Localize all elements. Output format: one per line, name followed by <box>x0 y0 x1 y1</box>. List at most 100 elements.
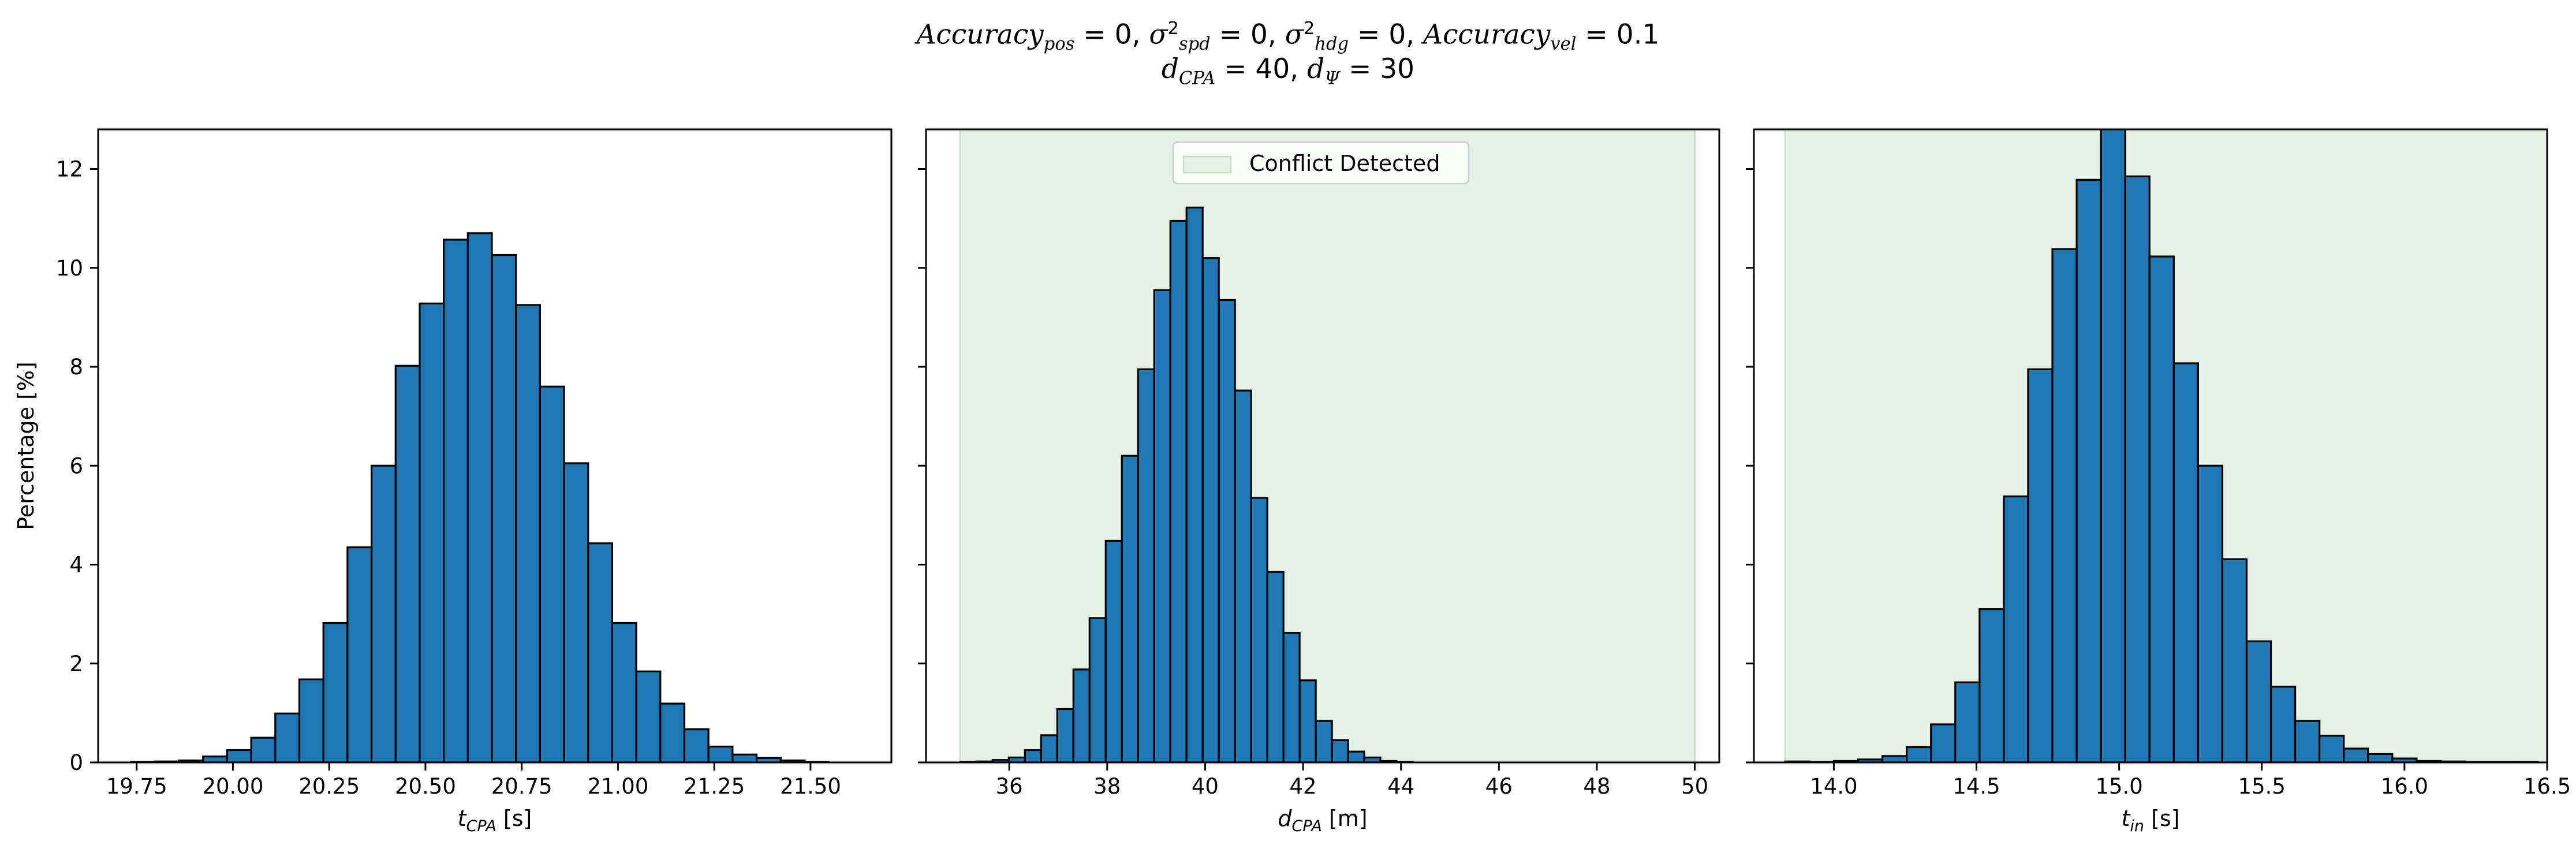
histogram-bar <box>1201 257 1220 762</box>
histogram-bar <box>2294 720 2321 762</box>
histogram-bar <box>1234 389 1252 762</box>
x-tick-label: 19.75 <box>106 774 167 799</box>
histogram-bar <box>1250 497 1268 762</box>
figure-title-line-2: dCPA = 40, dΨ = 30 <box>1161 53 1415 89</box>
x-axis-label: dCPA [m] <box>1278 806 1367 835</box>
legend: Conflict Detected <box>1172 141 1470 185</box>
histogram-bar <box>394 364 421 762</box>
panel-2: 36 38 40 42 44 46 48 50 dCPA [m] Conflict Detecte… <box>918 128 1720 835</box>
histogram-bar <box>1056 708 1074 762</box>
histogram-bar <box>1298 679 1317 762</box>
histogram-bar <box>1331 739 1349 762</box>
histogram-bar <box>298 678 324 762</box>
x-tick-label: 21.25 <box>684 774 745 799</box>
y-tick-label: 6 <box>69 453 83 478</box>
histogram-bar <box>2319 735 2345 762</box>
histogram-bar <box>202 755 229 762</box>
histogram-bar <box>1282 632 1301 762</box>
y-tick-label: 2 <box>69 652 83 676</box>
histogram-bar <box>491 254 517 762</box>
x-tick-label: 15.0 <box>2095 774 2142 799</box>
histogram-bar <box>1954 681 1981 762</box>
x-tick-label: 16.5 <box>2523 774 2571 799</box>
histogram-bar <box>250 736 277 762</box>
histogram-bar <box>1185 206 1204 762</box>
x-tick-label: 40 <box>1192 774 1219 799</box>
histogram-bar <box>1218 299 1236 762</box>
histogram-bar <box>539 385 565 762</box>
histogram-bar <box>274 712 301 762</box>
x-tick-label: 20.25 <box>298 774 360 799</box>
histogram-bar <box>635 670 662 762</box>
histogram-bar <box>1104 539 1123 762</box>
x-tick-label: 48 <box>1583 774 1610 799</box>
histogram-bar <box>419 302 445 762</box>
x-tick-label: 14.5 <box>1952 774 2000 799</box>
conflict-span <box>959 129 1696 762</box>
histogram-bar <box>370 464 397 762</box>
histogram-bar <box>683 728 710 762</box>
axes-frame <box>97 128 893 764</box>
x-tick-label: 15.5 <box>2238 774 2286 799</box>
histogram-bar <box>466 232 493 762</box>
y-axis-label: Percentage [%] <box>13 362 39 530</box>
histogram-bar <box>226 749 252 762</box>
histogram-bar <box>1024 749 1042 762</box>
histogram-bar <box>1072 668 1091 762</box>
histogram-bar <box>322 621 349 762</box>
y-tick-label: 4 <box>69 553 83 578</box>
histogram-bar <box>1315 720 1333 762</box>
x-axis-label: tCPA [s] <box>458 806 532 835</box>
x-tick-label: 42 <box>1290 774 1317 799</box>
histogram-bar <box>346 546 373 762</box>
histogram-bar <box>1978 608 2005 762</box>
histogram-bar <box>659 702 686 762</box>
histogram-bar <box>2343 747 2369 762</box>
histogram-bar <box>1930 723 1957 762</box>
histogram-bar <box>2148 255 2175 762</box>
x-tick-label: 44 <box>1387 774 1414 799</box>
histogram-bar <box>1906 746 1932 762</box>
histogram-bar <box>1121 455 1139 762</box>
plot-area-3 <box>1784 129 2547 762</box>
histogram-bar <box>515 304 541 762</box>
x-tick-label: 21.00 <box>587 774 648 799</box>
y-tick-label: 0 <box>69 750 83 775</box>
x-tick-label: 21.50 <box>780 774 841 799</box>
panel-3: 14.0 14.5 15.0 15.5 16.0 16.5 tin [s] <box>1746 128 2571 835</box>
histogram-bar <box>2269 686 2297 762</box>
axes-frame <box>1753 128 2548 764</box>
plot-area-2 <box>959 129 1696 762</box>
axes-frame <box>925 128 1720 764</box>
x-tick-label: 46 <box>1485 774 1513 799</box>
histogram-bar <box>563 462 589 762</box>
histogram-bar <box>1088 617 1107 762</box>
histogram-bar <box>1881 755 1908 762</box>
histogram-bar <box>2245 640 2272 762</box>
histogram-bar <box>2367 753 2394 762</box>
histogram-bar <box>731 753 758 762</box>
x-tick-label: 20.50 <box>395 774 456 799</box>
histogram-bar <box>587 542 614 762</box>
histogram-bar <box>2197 464 2224 762</box>
histogram-bar <box>1347 750 1365 762</box>
legend-box <box>1172 141 1470 185</box>
y-tick-label: 12 <box>56 157 83 182</box>
histogram-bar <box>1169 219 1188 762</box>
histogram-bar <box>2124 175 2151 762</box>
plot-area-1 <box>130 232 830 762</box>
histogram-bar <box>2075 178 2102 762</box>
y-tick-label: 10 <box>56 256 83 281</box>
figure-title-line-1: Accuracypos = 0, σ2spd = 0, σ2hdg = 0, A… <box>916 18 1660 55</box>
x-tick-label: 20.75 <box>491 774 552 799</box>
x-tick-label: 50 <box>1681 774 1708 799</box>
histogram-bar <box>2003 495 2029 762</box>
histogram-bar <box>1040 734 1058 762</box>
x-tick-label: 38 <box>1093 774 1121 799</box>
histogram-bar <box>2100 129 2126 762</box>
x-tick-label: 36 <box>996 774 1023 799</box>
histogram-bar <box>1266 571 1285 762</box>
histogram-bar <box>1153 289 1171 762</box>
panel-1: 19.75 20.00 20.25 20.50 20.75 21.00 21.25 21.50… <box>13 128 893 835</box>
